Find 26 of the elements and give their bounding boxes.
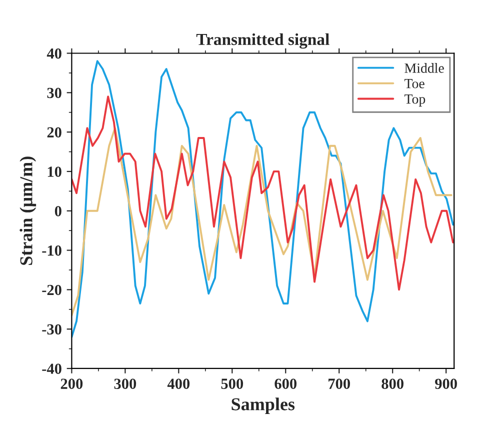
chart-title: Transmitted signal (196, 33, 330, 49)
y-axis-title: Strain (μm/m) (20, 156, 36, 265)
y-tick-label: 0 (54, 206, 62, 216)
line-series (72, 96, 454, 291)
x-tick-label: 500 (221, 378, 244, 389)
y-tick-label: -20 (42, 284, 62, 296)
x-tick-label: 800 (382, 378, 404, 389)
y-tick-label: -40 (42, 364, 62, 374)
x-axis-title: Samples (232, 398, 295, 414)
y-tick-label: 40 (46, 48, 62, 59)
y-tick-label: 10 (48, 166, 62, 177)
line-series (72, 60, 454, 338)
y-tick-label: -30 (42, 324, 62, 335)
legend-label: Middle (404, 63, 444, 73)
x-tick-label: 700 (328, 378, 350, 389)
legend-label: Top (404, 94, 426, 107)
x-tick-label: 200 (60, 378, 83, 389)
x-tick-label: 300 (114, 378, 136, 389)
line-series (72, 127, 452, 316)
x-tick-label: 900 (435, 378, 457, 389)
y-tick-label: 20 (47, 127, 62, 138)
x-tick-label: 400 (167, 378, 190, 389)
y-tick-label: 30 (47, 88, 62, 98)
legend-label: Toe (404, 79, 424, 88)
y-tick-label: -10 (42, 245, 62, 256)
x-tick-label: 600 (274, 378, 297, 389)
